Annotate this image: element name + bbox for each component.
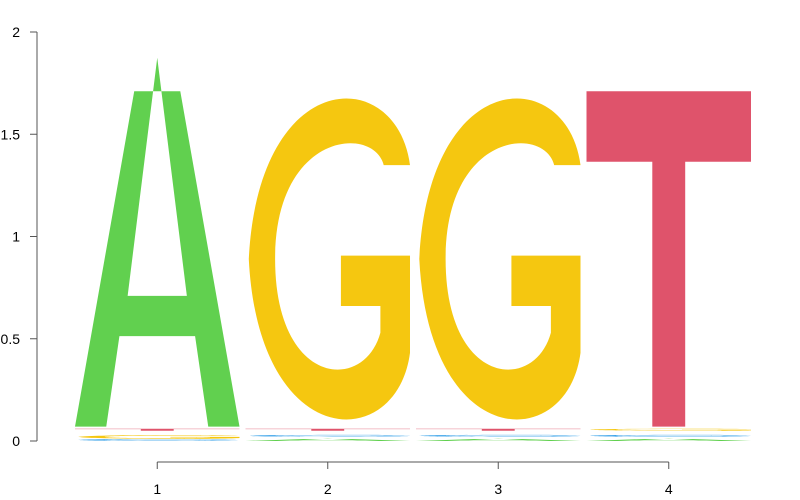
logo-letter-glyph <box>416 438 581 441</box>
logo-letter-glyph <box>419 98 581 420</box>
logo-letter-glyph <box>586 91 751 427</box>
logo-letter-g-pos2 <box>248 98 410 420</box>
logo-letter-t-pos3 <box>416 428 581 431</box>
y-tick-label: 0 <box>12 433 20 449</box>
logo-letter-c-pos4 <box>589 434 751 437</box>
logo-letter-glyph <box>78 438 240 441</box>
logo-letter-a-pos1 <box>75 57 240 427</box>
logo-letter-a-pos3 <box>416 438 581 441</box>
logo-letter-c-pos3 <box>419 434 581 437</box>
logo-letter-glyph <box>248 434 410 437</box>
x-tick-label: 2 <box>324 481 332 497</box>
logo-letter-glyph <box>78 434 240 439</box>
x-tick-label: 3 <box>494 481 502 497</box>
logo-letter-glyph <box>419 434 581 437</box>
logo-letter-glyph <box>75 57 240 427</box>
logo-letter-glyph <box>248 98 410 420</box>
x-tick-label: 1 <box>153 481 161 497</box>
x-tick-label: 4 <box>665 481 673 497</box>
y-tick-label: 0.5 <box>1 331 21 347</box>
letters-layer <box>75 57 751 441</box>
logo-letter-a-pos2 <box>245 438 410 441</box>
logo-letter-c-pos2 <box>248 434 410 437</box>
y-tick-label: 2 <box>12 24 20 40</box>
logo-letter-glyph <box>589 434 751 437</box>
logo-letter-g-pos1 <box>78 434 240 439</box>
logo-letter-t-pos2 <box>245 428 410 431</box>
logo-letter-a-pos4 <box>586 438 751 441</box>
logo-letter-glyph <box>75 428 240 431</box>
logo-letter-glyph <box>245 438 410 441</box>
logo-letter-glyph <box>589 428 751 431</box>
axes-layer: 0 0.5 1 1.5 2 1 2 3 4 <box>1 24 673 497</box>
y-tick-label: 1 <box>12 229 20 245</box>
y-tick-label: 1.5 <box>1 126 21 142</box>
logo-letter-t-pos4 <box>586 91 751 427</box>
logo-letter-g-pos3 <box>419 98 581 420</box>
logo-letter-glyph <box>245 428 410 431</box>
logo-letter-c-pos1 <box>78 438 240 441</box>
logo-letter-t-pos1 <box>75 428 240 431</box>
logo-letter-g-pos4 <box>589 428 751 431</box>
logo-letter-glyph <box>416 428 581 431</box>
logo-letter-glyph <box>586 438 751 441</box>
